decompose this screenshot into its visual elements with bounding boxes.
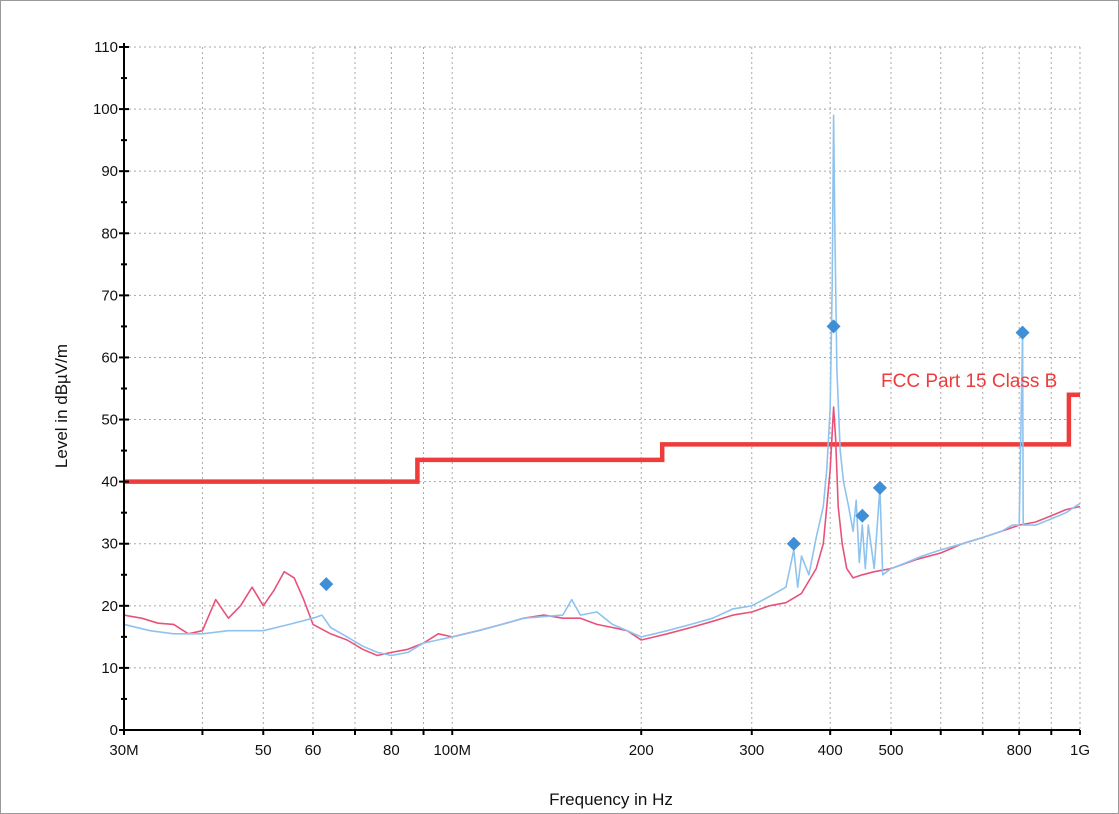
y-tick-label: 60	[101, 349, 118, 366]
series-layer	[123, 114, 1081, 657]
y-tick-label: 110	[94, 39, 118, 56]
tick-labels: 0 10 20 30 40 50 60 70 80 90 100 110 30M 50 60 80 100M 20…	[93, 39, 1090, 759]
marker-layer	[319, 319, 1030, 592]
measurement-marker	[786, 536, 801, 551]
x-tick-label: 800	[1007, 742, 1032, 759]
y-tick-label: 40	[101, 474, 118, 491]
quasi-peak-trace	[123, 114, 1081, 657]
y-tick-label: 100	[93, 101, 118, 118]
y-tick-label: 70	[101, 287, 118, 304]
measurement-marker	[1015, 325, 1030, 340]
axes	[119, 43, 1081, 735]
y-tick-label: 90	[101, 163, 118, 180]
limit-line-label: FCC Part 15 Class B	[881, 371, 1057, 392]
measurement-marker	[826, 319, 841, 334]
y-tick-label: 50	[101, 412, 118, 429]
grid	[124, 46, 1081, 730]
x-tick-label: 400	[818, 742, 843, 759]
x-tick-label: 300	[739, 742, 764, 759]
x-tick-label: 200	[629, 742, 654, 759]
measurement-marker	[872, 480, 887, 495]
y-tick-label: 20	[101, 598, 118, 615]
x-tick-label: 1G	[1070, 742, 1090, 759]
x-tick-label: 100M	[433, 742, 471, 759]
y-tick-label: 30	[101, 536, 118, 553]
y-tick-label: 80	[101, 225, 118, 242]
measurement-marker	[855, 508, 870, 523]
measurement-marker	[319, 577, 334, 592]
limit-line	[124, 392, 1080, 484]
y-tick-label: 10	[101, 660, 118, 677]
x-tick-label: 30M	[109, 742, 138, 759]
x-tick-label: 500	[879, 742, 904, 759]
y-axis-title: Level in dBµV/m	[52, 344, 71, 468]
limit-layer	[124, 392, 1080, 484]
x-tick-label: 60	[305, 742, 322, 759]
x-tick-label: 50	[255, 742, 272, 759]
x-tick-label: 80	[383, 742, 400, 759]
y-tick-label: 0	[110, 722, 118, 739]
x-axis-title: Frequency in Hz	[549, 790, 673, 809]
